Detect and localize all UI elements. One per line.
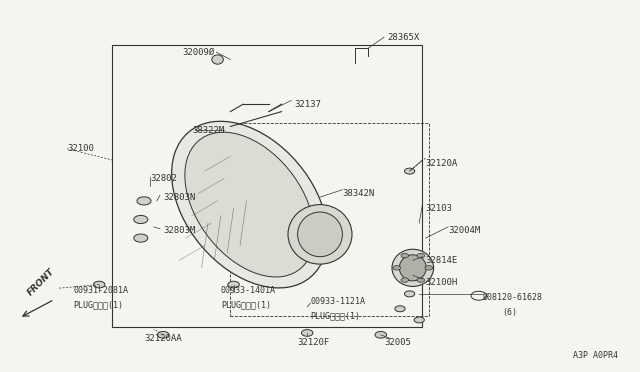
Circle shape bbox=[401, 278, 409, 282]
Text: Ø08120-61628: Ø08120-61628 bbox=[483, 293, 543, 302]
Ellipse shape bbox=[134, 234, 148, 242]
Ellipse shape bbox=[185, 132, 314, 277]
Text: PLUGプラグ(1): PLUGプラグ(1) bbox=[221, 301, 271, 310]
Ellipse shape bbox=[404, 291, 415, 297]
Text: PLUGプラグ(1): PLUGプラグ(1) bbox=[74, 301, 124, 310]
Ellipse shape bbox=[399, 255, 426, 281]
Ellipse shape bbox=[298, 212, 342, 257]
Text: 28365X: 28365X bbox=[387, 33, 419, 42]
Ellipse shape bbox=[137, 197, 151, 205]
Ellipse shape bbox=[93, 281, 105, 288]
Text: 38322M: 38322M bbox=[192, 126, 224, 135]
Ellipse shape bbox=[157, 331, 169, 338]
Text: 32120F: 32120F bbox=[298, 338, 330, 347]
Text: 00933-1121A: 00933-1121A bbox=[310, 297, 365, 306]
Text: 32005: 32005 bbox=[384, 338, 411, 347]
Ellipse shape bbox=[395, 306, 405, 312]
Text: 32100: 32100 bbox=[67, 144, 94, 153]
Text: A3P A0PR4: A3P A0PR4 bbox=[573, 351, 618, 360]
Text: 32009Ø: 32009Ø bbox=[182, 48, 214, 57]
Circle shape bbox=[417, 253, 425, 258]
Ellipse shape bbox=[134, 215, 148, 224]
Ellipse shape bbox=[288, 205, 352, 264]
Text: 32814E: 32814E bbox=[426, 256, 458, 265]
Bar bbox=[230, 123, 429, 316]
Text: 32137: 32137 bbox=[294, 100, 321, 109]
Ellipse shape bbox=[172, 121, 328, 288]
Ellipse shape bbox=[414, 317, 424, 323]
Bar bbox=[112, 45, 422, 327]
Text: 32802: 32802 bbox=[150, 174, 177, 183]
Circle shape bbox=[417, 278, 425, 282]
Text: (6): (6) bbox=[502, 308, 517, 317]
Ellipse shape bbox=[375, 331, 387, 338]
Text: 32004M: 32004M bbox=[448, 226, 480, 235]
Circle shape bbox=[425, 266, 433, 270]
Text: PLUGプラグ(1): PLUGプラグ(1) bbox=[310, 312, 360, 321]
Circle shape bbox=[401, 253, 409, 258]
Text: 32103: 32103 bbox=[426, 204, 452, 213]
Text: 00931-2081A: 00931-2081A bbox=[74, 286, 129, 295]
Text: FRONT: FRONT bbox=[26, 267, 57, 298]
Text: 38342N: 38342N bbox=[342, 189, 374, 198]
Ellipse shape bbox=[228, 281, 239, 288]
Circle shape bbox=[393, 266, 401, 270]
Ellipse shape bbox=[392, 249, 434, 286]
Text: 00933-1401A: 00933-1401A bbox=[221, 286, 276, 295]
Text: 32120A: 32120A bbox=[426, 159, 458, 168]
Ellipse shape bbox=[404, 168, 415, 174]
Ellipse shape bbox=[212, 55, 223, 64]
Text: 32120AA: 32120AA bbox=[144, 334, 182, 343]
Text: 32803M: 32803M bbox=[163, 226, 195, 235]
Text: 32100H: 32100H bbox=[426, 278, 458, 287]
Ellipse shape bbox=[301, 330, 313, 336]
Text: 32803N: 32803N bbox=[163, 193, 195, 202]
